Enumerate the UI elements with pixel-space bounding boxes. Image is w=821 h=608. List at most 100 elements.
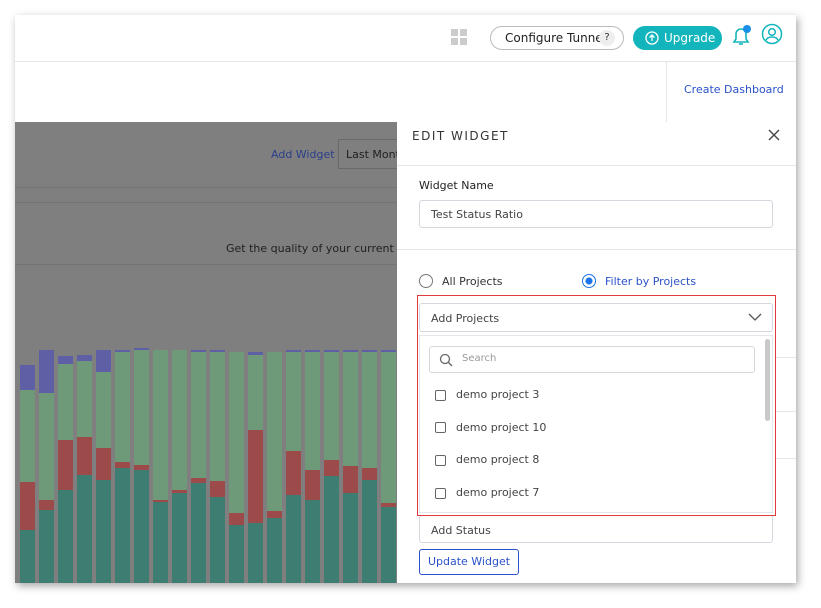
- create-dashboard-link[interactable]: Create Dashboard: [684, 83, 784, 96]
- project-option[interactable]: demo project 3: [435, 388, 539, 401]
- dimmed-dashboard: Add Widget Last Month Get the quality of…: [15, 122, 397, 583]
- bar-segment: [96, 448, 111, 480]
- bar-segment: [153, 500, 168, 502]
- update-widget-button[interactable]: Update Widget: [419, 549, 519, 575]
- search-placeholder: Search: [462, 353, 497, 364]
- widget-name-input[interactable]: Test Status Ratio: [419, 200, 773, 228]
- bar-segment: [96, 372, 111, 448]
- projects-dropdown[interactable]: Add Projects: [419, 303, 773, 332]
- bar-segment: [210, 497, 225, 583]
- help-badge: ?: [599, 30, 615, 46]
- bar-segment: [267, 352, 282, 511]
- bar-segment: [343, 466, 358, 493]
- option-label: demo project 10: [456, 420, 547, 434]
- bar-segment: [134, 348, 149, 350]
- bar-segment: [248, 352, 263, 355]
- bar-segment: [286, 352, 301, 451]
- bar-segment: [77, 475, 92, 583]
- divider: [397, 165, 796, 166]
- bar-segment: [39, 500, 54, 510]
- search-input[interactable]: Search: [429, 346, 755, 373]
- bar-segment: [58, 440, 73, 490]
- bar-segment: [267, 511, 282, 518]
- project-option[interactable]: demo project 7: [435, 486, 539, 499]
- user-avatar[interactable]: [761, 23, 783, 45]
- bar-segment: [343, 352, 358, 466]
- bar-segment: [39, 393, 54, 500]
- widget-description: Get the quality of your current test: [226, 242, 397, 255]
- bar-segment: [134, 350, 149, 465]
- bar-segment: [115, 350, 130, 352]
- bar-segment: [191, 352, 206, 478]
- configure-tunnel-button[interactable]: Configure Tunnel ?: [490, 26, 624, 50]
- bar-segment: [115, 468, 130, 583]
- notification-bell[interactable]: [729, 23, 753, 49]
- bar-segment: [115, 352, 130, 462]
- divider: [15, 61, 796, 62]
- bar-segment: [210, 352, 225, 481]
- bar-segment: [96, 480, 111, 583]
- add-widget-link: Add Widget: [271, 148, 335, 161]
- divider: [666, 62, 667, 122]
- close-button[interactable]: [768, 129, 780, 141]
- bar-segment: [172, 493, 187, 583]
- bar-segment: [305, 500, 320, 583]
- select-value: Last Month: [346, 148, 397, 161]
- project-option[interactable]: demo project 10: [435, 421, 546, 434]
- bar-segment: [191, 350, 206, 352]
- bar-segment: [248, 355, 263, 430]
- bar-segment: [362, 480, 377, 583]
- bar-segment: [191, 478, 206, 483]
- bar-segment: [229, 513, 244, 525]
- bar-segment: [58, 490, 73, 583]
- option-label: demo project 7: [456, 486, 540, 500]
- bar-segment: [134, 470, 149, 583]
- button-label: Configure Tunnel: [505, 31, 607, 45]
- bar-segment: [267, 518, 282, 583]
- bar-segment: [115, 462, 130, 468]
- bar-segment: [324, 350, 339, 352]
- upgrade-button[interactable]: Upgrade: [633, 26, 722, 50]
- apps-icon[interactable]: [451, 29, 467, 45]
- bar-segment: [153, 502, 168, 583]
- stacked-bar-chart: [20, 348, 396, 583]
- divider: [15, 187, 397, 188]
- divider: [15, 264, 397, 265]
- project-option[interactable]: demo project 8: [435, 453, 539, 466]
- divider: [397, 249, 796, 250]
- bar-segment: [343, 493, 358, 583]
- bar-segment: [248, 430, 263, 523]
- bar-segment: [324, 476, 339, 583]
- chevron-icon: [748, 313, 762, 321]
- bar-segment: [77, 361, 92, 437]
- bar-segment: [77, 355, 92, 361]
- bar-segment: [134, 465, 149, 470]
- bar-segment: [58, 356, 73, 364]
- bar-segment: [248, 523, 263, 583]
- app-window: Configure Tunnel ? Upgrade Create Dashbo…: [15, 15, 796, 583]
- dropdown-placeholder: Add Status: [431, 524, 491, 537]
- bar-segment: [305, 470, 320, 500]
- bar-segment: [381, 350, 396, 352]
- bar-segment: [381, 503, 396, 507]
- radio-label: All Projects: [442, 275, 503, 288]
- bar-segment: [20, 390, 35, 482]
- bar-segment: [39, 350, 54, 393]
- bar-segment: [324, 460, 339, 476]
- panel-title: EDIT WIDGET: [412, 129, 509, 143]
- button-label: Upgrade: [664, 31, 716, 45]
- bar-segment: [172, 490, 187, 493]
- checkbox: [435, 422, 446, 434]
- input-value: Test Status Ratio: [431, 208, 523, 221]
- date-range-select: Last Month: [338, 139, 397, 169]
- edit-widget-panel: EDIT WIDGET Widget Name Test Status Rati…: [397, 122, 796, 583]
- bar-segment: [172, 350, 187, 490]
- upgrade-icon: [645, 31, 659, 45]
- bar-segment: [39, 510, 54, 583]
- radio-label: Filter by Projects: [605, 275, 697, 288]
- status-dropdown[interactable]: Add Status: [419, 515, 773, 543]
- search-icon: [439, 353, 453, 367]
- bar-segment: [362, 468, 377, 480]
